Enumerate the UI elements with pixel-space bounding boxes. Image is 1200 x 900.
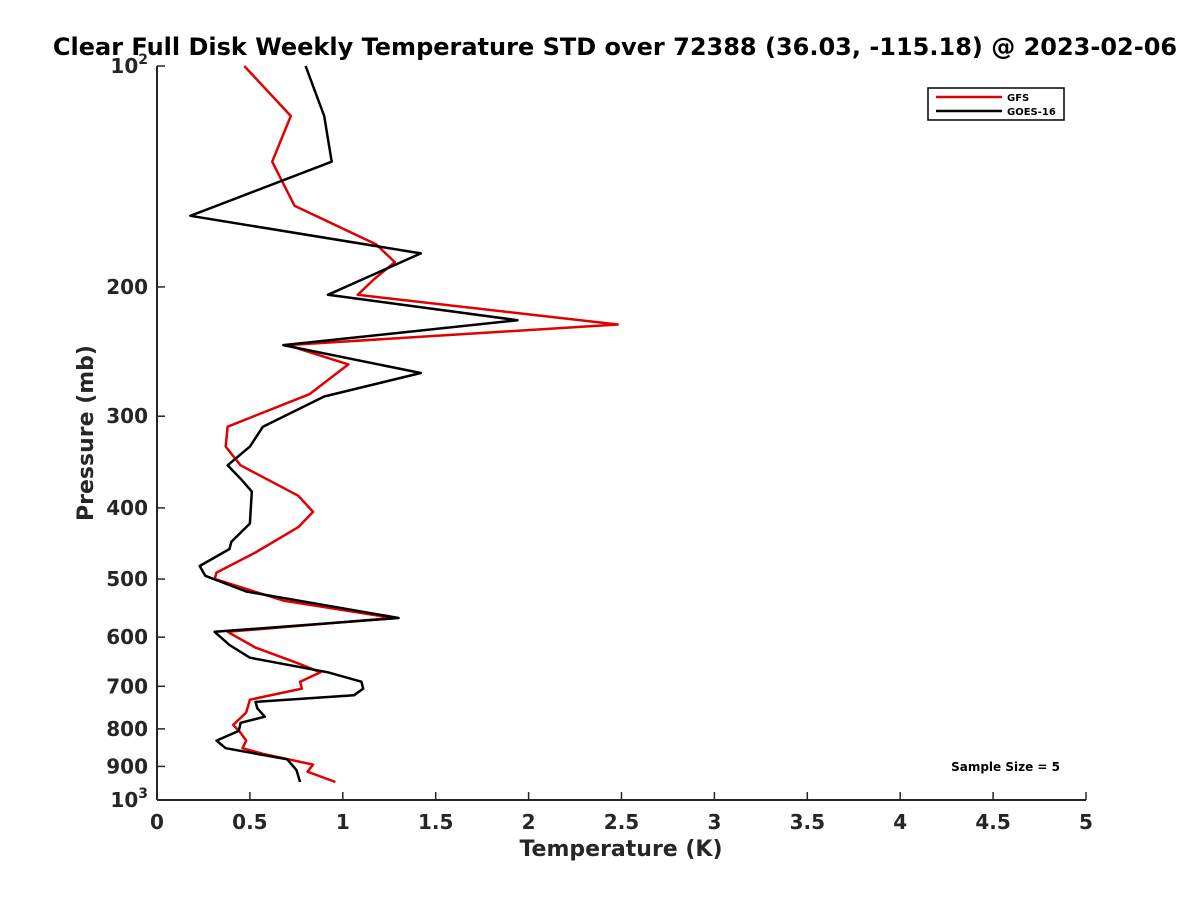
series-layer <box>189 65 620 784</box>
y-tick-label: 300 <box>106 404 148 428</box>
legend-label-gfs: GFS <box>1007 93 1029 104</box>
x-tick-label: 3 <box>707 810 721 834</box>
x-tick-label: 2 <box>522 810 536 834</box>
y-tick-base: 10 <box>110 54 138 78</box>
x-tick-label: 3.5 <box>790 810 825 834</box>
y-tick-label: 700 <box>106 674 148 698</box>
y-tick-label: 200 <box>106 275 148 299</box>
x-tick-label: 0.5 <box>232 810 267 834</box>
x-tick-label: 1.5 <box>418 810 453 834</box>
legend-box <box>927 87 1065 121</box>
x-tick-label: 4 <box>893 810 907 834</box>
y-tick-label: 800 <box>106 717 148 741</box>
y-tick-label: 500 <box>106 567 148 591</box>
x-tick-label: 5 <box>1079 810 1093 834</box>
y-tick-label: 103 <box>110 786 148 812</box>
y-tick-label: 102 <box>110 52 148 78</box>
y-tick-base: 10 <box>110 788 138 812</box>
y-tick-exponent: 2 <box>138 52 148 68</box>
y-tick-label: 600 <box>106 625 148 649</box>
x-tick-label: 0 <box>150 810 164 834</box>
legend: GFS GOES-16 <box>927 87 1065 121</box>
x-tick-label: 1 <box>336 810 350 834</box>
legend-label-goes-16: GOES-16 <box>1007 107 1056 118</box>
series-line-goes-16 <box>189 65 519 783</box>
y-tick-label: 900 <box>106 754 148 778</box>
x-tick-label: 2.5 <box>604 810 639 834</box>
x-tick-label: 4.5 <box>975 810 1010 834</box>
sample-size-annotation: Sample Size = 5 <box>951 760 1060 774</box>
y-tick-exponent: 3 <box>138 786 148 802</box>
y-axis-label: Pressure (mb) <box>74 345 99 521</box>
x-ticks: 0 0.5 1 1.5 2 2.5 3 3.5 4 4.5 5 <box>150 792 1093 834</box>
x-axis-label: Temperature (K) <box>519 837 722 862</box>
chart-title: Clear Full Disk Weekly Temperature STD o… <box>53 33 1177 61</box>
y-tick-label: 400 <box>106 496 148 520</box>
series-line-gfs <box>213 65 620 784</box>
